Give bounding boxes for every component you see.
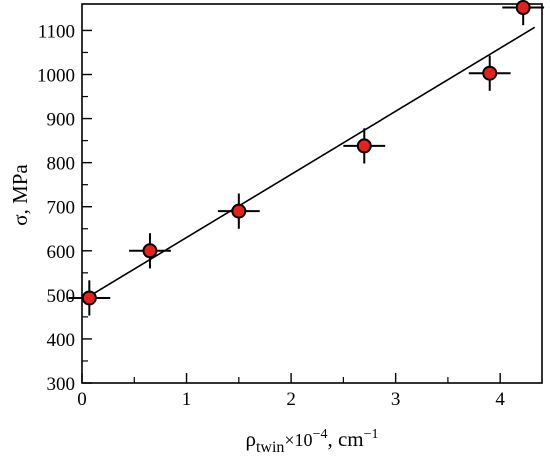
x-axis-label-unit: , cm <box>327 427 363 451</box>
x-tick-label: 1 <box>182 389 192 410</box>
y-tick-label: 700 <box>47 198 76 219</box>
data-point <box>231 203 247 219</box>
data-point <box>81 290 97 306</box>
x-tick-label: 4 <box>495 389 505 410</box>
y-tick-label: 500 <box>47 286 76 307</box>
x-tick-label: 0 <box>77 389 87 410</box>
data-point <box>142 243 158 259</box>
error-bars <box>68 0 545 316</box>
x-axis-label-exponent: −4 <box>313 427 328 442</box>
x-axis-label-subscript: twin <box>256 439 284 456</box>
y-tick-label: 400 <box>47 330 76 351</box>
data-points <box>81 0 531 306</box>
x-axis-label-symbol: ρ <box>245 427 255 451</box>
tick-labels: 0 1 2 3 4 300 400 500 600 700 800 900 1000 1100 <box>37 21 505 410</box>
y-tick-label: 1100 <box>38 21 75 42</box>
ticks <box>81 29 501 384</box>
y-tick-label: 600 <box>47 242 76 263</box>
y-tick-label: 900 <box>47 110 76 131</box>
data-point <box>515 0 531 16</box>
x-tick-label: 2 <box>286 389 296 410</box>
x-axis-label-multiplier: ×10 <box>284 430 312 450</box>
x-axis-label: ρtwin×10−4, cm−1 <box>245 427 378 456</box>
x-axis-label-unit-exponent: −1 <box>364 427 379 442</box>
fit-line <box>88 26 536 297</box>
y-tick-label: 1000 <box>37 66 75 87</box>
data-point <box>482 65 498 81</box>
data-point <box>356 138 372 154</box>
plot-frame <box>81 3 543 384</box>
y-tick-label: 800 <box>47 154 76 175</box>
y-tick-label: 300 <box>47 374 76 395</box>
y-axis-label: σ, MPa <box>8 164 32 226</box>
x-tick-label: 3 <box>391 389 401 410</box>
